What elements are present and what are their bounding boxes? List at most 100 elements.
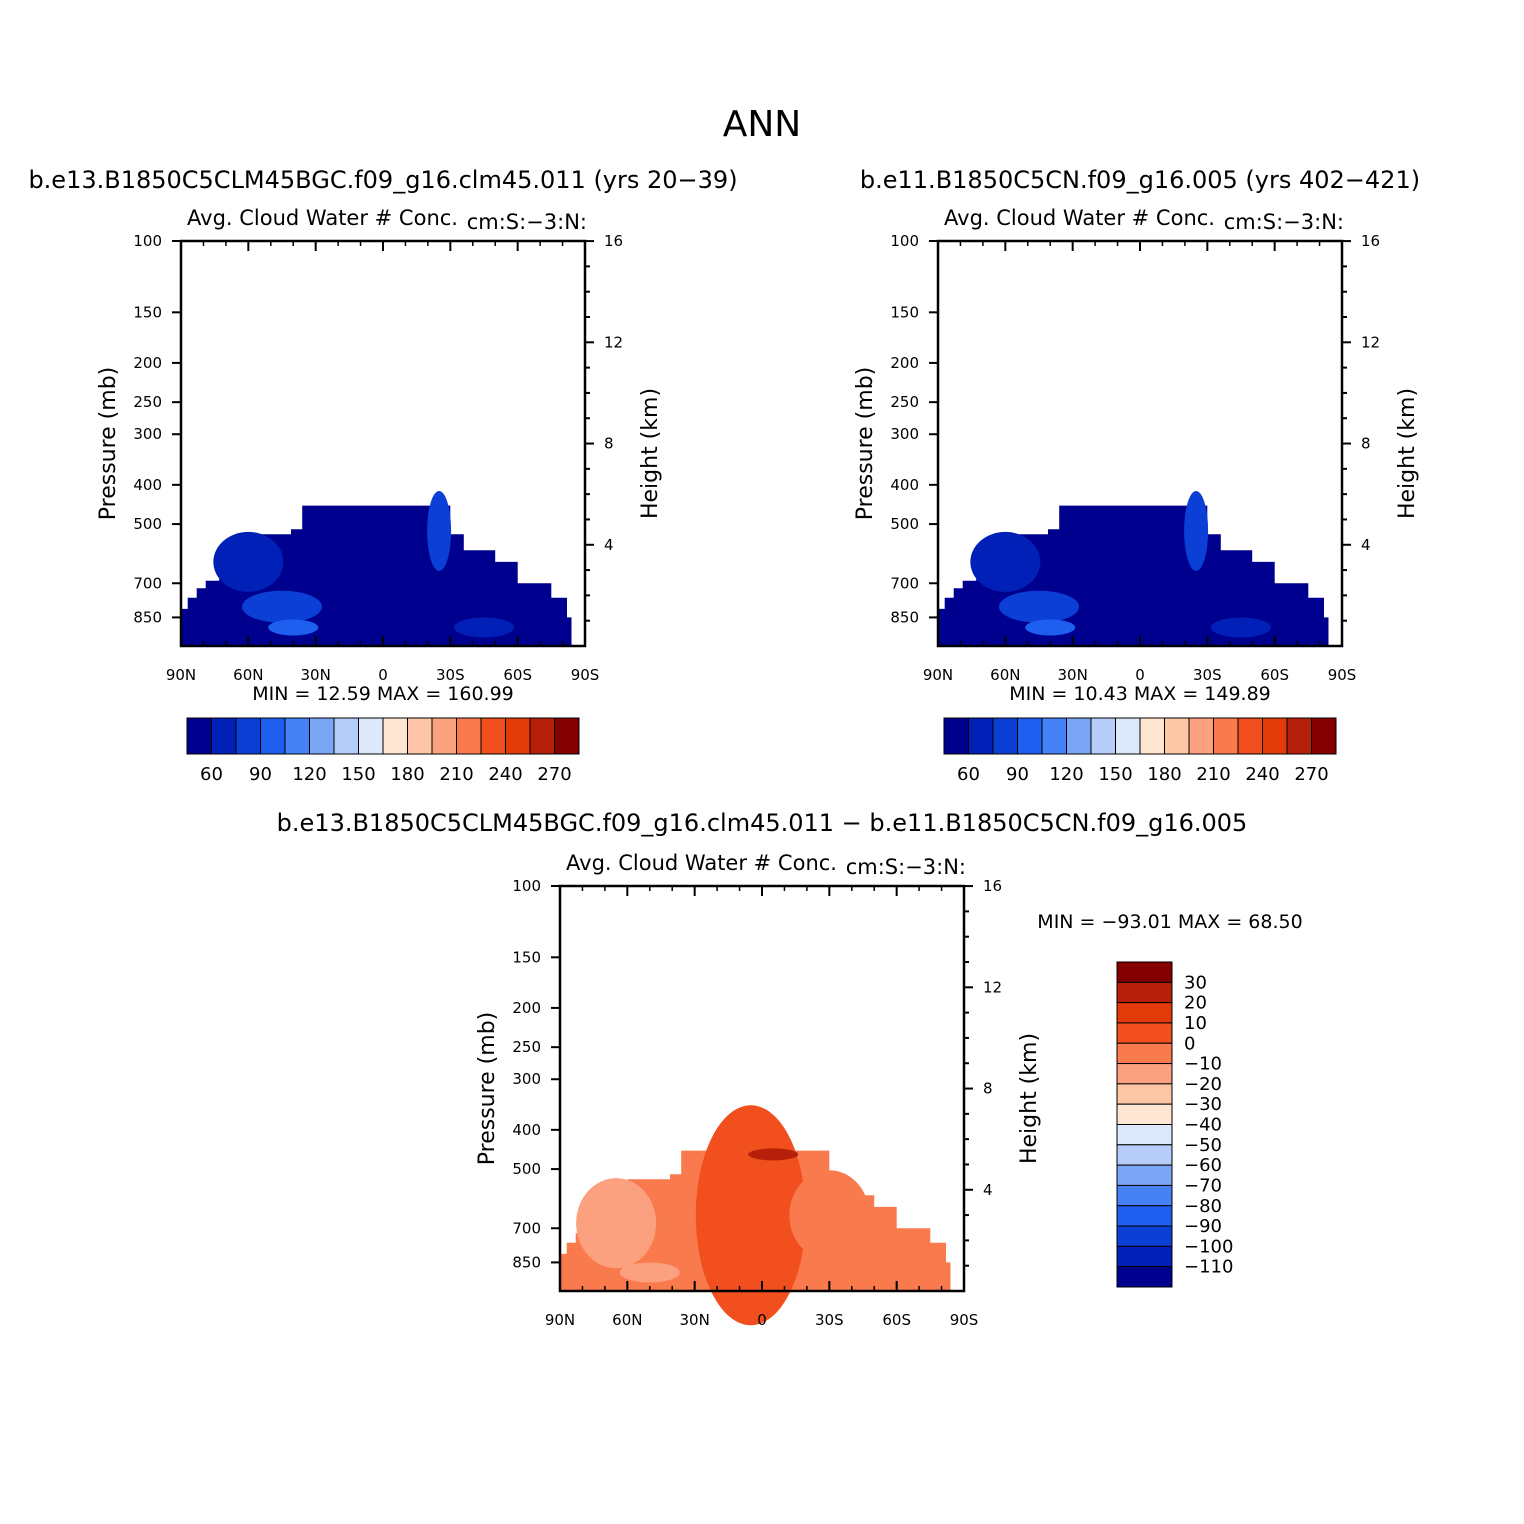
y-tick-label: 150 [133, 303, 162, 321]
colorbar-swatch [1116, 1245, 1173, 1268]
max-value: 149.89 [1198, 683, 1271, 705]
plot-units: cm:S:−3:N: [1224, 210, 1344, 234]
y-tick-label: 850 [133, 608, 162, 626]
x-tick-label: 90S [1328, 666, 1357, 684]
max-value: 68.50 [1242, 911, 1302, 933]
y-tick-label: 200 [512, 999, 541, 1017]
colorbar-swatch [505, 717, 531, 755]
colorbar-label: 270 [537, 764, 571, 785]
panel-1-case-title: b.e13.B1850C5CLM45BGC.f09_g16.clm45.011 … [28, 166, 737, 194]
y-right-tick-label: 12 [604, 333, 623, 351]
colorbar-label: 90 [249, 764, 272, 785]
y-right-tick-label: 8 [1361, 435, 1371, 453]
y-right-tick-label: 12 [983, 978, 1002, 996]
max-label: MAX = [377, 683, 441, 705]
figure-title: ANN [723, 104, 802, 145]
colorbar-swatch [1116, 1103, 1173, 1125]
x-tick-label: 60N [990, 666, 1020, 684]
colorbar-swatch [1262, 717, 1288, 755]
y-right-tick-label: 16 [983, 877, 1002, 895]
y-tick-label: 300 [133, 425, 162, 443]
y-tick-label: 200 [133, 354, 162, 372]
colorbar-label: 120 [292, 764, 326, 785]
colorbar-label: 30 [1184, 972, 1207, 993]
colorbar-swatch [1090, 717, 1116, 755]
colorbar-swatch [211, 717, 237, 755]
colorbar-label: 240 [488, 764, 522, 785]
max-label: MAX = [1178, 911, 1242, 933]
x-tick-label: 30N [680, 1311, 710, 1329]
colorbar-swatch [1213, 717, 1239, 755]
min-value: −93.01 [1095, 911, 1177, 933]
y-right-tick-label: 12 [1361, 333, 1380, 351]
x-tick-label: 30S [436, 666, 465, 684]
panel-3: Avg. Cloud Water # Conc. cm:S:−3:N: 90N 60N… [475, 851, 1303, 1329]
plot-title: Avg. Cloud Water # Conc. [187, 206, 458, 230]
contour-region [454, 617, 514, 638]
y-tick-label: 250 [512, 1038, 541, 1056]
colorbar-swatch [431, 717, 457, 755]
colorbar-swatch [1116, 1205, 1173, 1227]
colorbar-label: −100 [1184, 1236, 1233, 1257]
contour-region [970, 531, 1041, 592]
contour-region [619, 1262, 680, 1283]
contour-region [1025, 619, 1076, 636]
colorbar-label: 120 [1049, 764, 1083, 785]
x-tick-label: 90N [166, 666, 196, 684]
x-tick-label: 0 [378, 666, 388, 684]
colorbar-swatch [358, 717, 384, 755]
y-right-tick-label: 8 [983, 1080, 993, 1098]
contour-region [213, 531, 284, 592]
colorbar-label: 90 [1006, 764, 1029, 785]
contour-region [748, 1148, 799, 1161]
y-right-axis-label: Height (km) [1395, 388, 1420, 519]
x-tick-label: 90S [950, 1311, 979, 1329]
y-tick-label: 700 [133, 574, 162, 592]
colorbar-swatch [1139, 717, 1165, 755]
colorbar-label: 60 [200, 764, 223, 785]
y-right-tick-label: 4 [604, 536, 614, 554]
x-tick-label: 90S [571, 666, 600, 684]
panel-2: Avg. Cloud Water # Conc. cm:S:−3:N: 90N 60N… [853, 206, 1420, 785]
y-tick-label: 500 [890, 515, 919, 533]
min-label: MIN = [252, 683, 310, 705]
y-tick-label: 400 [890, 476, 919, 494]
colorbar-label: 210 [1196, 764, 1230, 785]
colorbar-swatch [382, 717, 408, 755]
y-right-tick-label: 8 [604, 435, 614, 453]
colorbar-label: −70 [1184, 1175, 1222, 1196]
min-value: 12.59 [310, 683, 376, 705]
contour-region [576, 1178, 657, 1269]
y-tick-label: 700 [512, 1219, 541, 1237]
colorbar-swatch [943, 717, 969, 755]
y-tick-label: 100 [512, 877, 541, 895]
min-value: 10.43 [1067, 683, 1133, 705]
y-tick-label: 300 [512, 1070, 541, 1088]
colorbar-label: 10 [1184, 1013, 1207, 1034]
colorbar-swatch [1116, 1225, 1173, 1247]
colorbar-swatch [480, 717, 506, 755]
contour-region [268, 619, 319, 636]
colorbar-swatch [260, 717, 286, 755]
contour-region [427, 490, 452, 571]
plot-title: Avg. Cloud Water # Conc. [566, 851, 837, 875]
colorbar-swatch [333, 717, 359, 755]
contour-region [999, 590, 1079, 623]
colorbar-swatch [284, 717, 310, 755]
diff-case-title: b.e13.B1850C5CLM45BGC.f09_g16.clm45.011 … [277, 809, 1248, 837]
x-tick-label: 60S [503, 666, 532, 684]
colorbar-label: −40 [1184, 1115, 1222, 1136]
y-right-tick-label: 16 [1361, 232, 1380, 250]
colorbar-label: −30 [1184, 1094, 1222, 1115]
plot-title: Avg. Cloud Water # Conc. [944, 206, 1215, 230]
colorbar-swatch [1041, 717, 1067, 755]
y-axis-label: Pressure (mb) [853, 367, 878, 521]
max-label: MAX = [1134, 683, 1198, 705]
colorbar-swatch [1237, 717, 1263, 755]
y-tick-label: 250 [133, 393, 162, 411]
y-tick-label: 850 [890, 608, 919, 626]
colorbar-swatch [456, 717, 482, 755]
y-tick-label: 250 [890, 393, 919, 411]
plot-units: cm:S:−3:N: [467, 210, 587, 234]
x-tick-label: 90N [545, 1311, 575, 1329]
